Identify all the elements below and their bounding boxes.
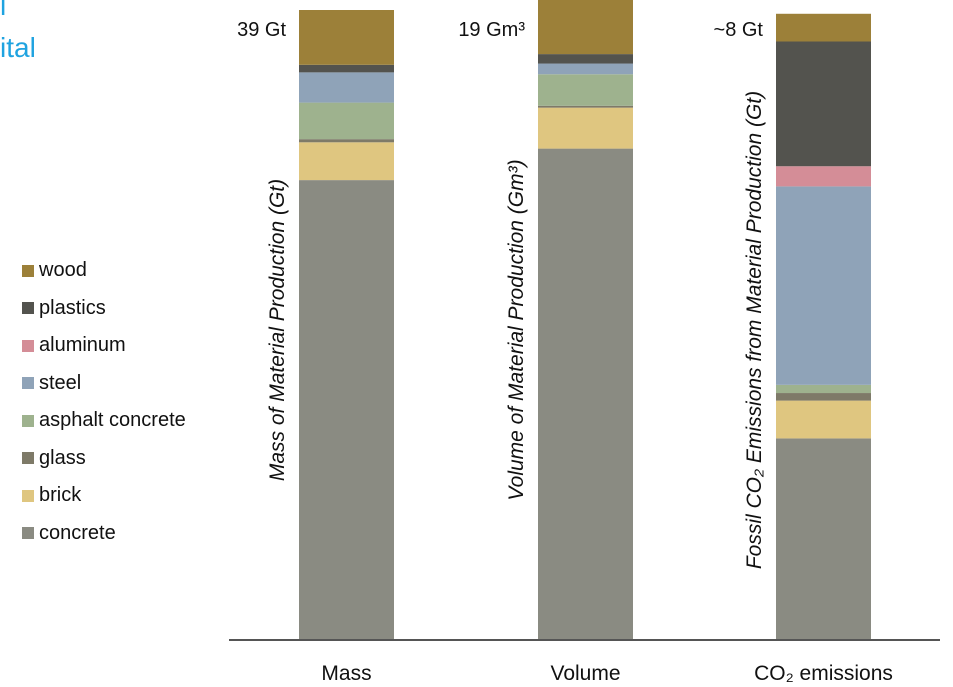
bar-segment-brick-volume xyxy=(538,107,633,149)
legend-item-plastics: plastics xyxy=(22,290,186,328)
bar-segment-aluminum-co-emissions xyxy=(776,166,871,187)
bar-segment-wood-volume xyxy=(538,0,633,55)
bar-segment-concrete-co-emissions xyxy=(776,438,871,640)
cropped-text-line-1: l xyxy=(0,0,7,21)
legend-swatch-wood xyxy=(22,264,34,277)
bar-segment-plastics-co-emissions xyxy=(776,41,871,167)
bar-segment-brick-mass xyxy=(299,142,394,181)
legend-swatch-concrete xyxy=(22,527,34,540)
bar-segment-brick-co-emissions xyxy=(776,400,871,439)
bar-segment-concrete-volume xyxy=(538,148,633,640)
axis-title-co-emissions: Fossil CO₂ Emissions from Material Produ… xyxy=(743,91,766,569)
category-label-volume: Volume xyxy=(550,662,620,685)
legend-item-wood: wood xyxy=(22,252,186,290)
total-label-volume: 19 Gm³ xyxy=(458,19,525,41)
bar-segment-steel-co-emissions xyxy=(776,186,871,385)
legend-swatch-plastics xyxy=(22,302,34,315)
chart-legend: wood plastics aluminum steel asphalt concret… xyxy=(22,252,186,552)
bar-segment-wood-mass xyxy=(299,10,394,65)
bar-segment-glass-volume xyxy=(538,105,633,108)
bar-segment-asphalt-concrete-volume xyxy=(538,74,633,106)
bar-segment-steel-volume xyxy=(538,63,633,75)
bar-segment-asphalt-concrete-co-emissions xyxy=(776,384,871,394)
legend-label-glass: glass xyxy=(39,446,86,469)
legend-swatch-asphalt-concrete xyxy=(22,414,34,427)
legend-swatch-aluminum xyxy=(22,339,34,352)
total-label-co-emissions: ~8 Gt xyxy=(714,19,764,41)
bar-segment-wood-co-emissions xyxy=(776,13,871,42)
category-label-mass: Mass xyxy=(321,662,371,685)
legend-label-wood: wood xyxy=(39,259,87,282)
legend-label-steel: steel xyxy=(39,371,82,394)
legend-label-asphalt-concrete: asphalt concrete xyxy=(39,409,186,432)
legend-item-concrete: concrete xyxy=(22,515,186,553)
legend-item-glass: glass xyxy=(22,440,186,478)
axis-title-volume: Volume of Material Production (Gm³) xyxy=(505,159,528,500)
legend-label-concrete: concrete xyxy=(39,521,116,544)
bar-segment-glass-mass xyxy=(299,139,394,143)
legend-item-brick: brick xyxy=(22,477,186,515)
category-label-co-emissions: CO₂ emissions xyxy=(754,662,893,685)
bar-segment-asphalt-concrete-mass xyxy=(299,102,394,140)
legend-item-aluminum: aluminum xyxy=(22,327,186,365)
legend-label-brick: brick xyxy=(39,484,82,507)
bar-segment-glass-co-emissions xyxy=(776,393,871,401)
legend-swatch-brick xyxy=(22,489,34,502)
bar-segment-plastics-mass xyxy=(299,64,394,73)
legend-label-aluminum: aluminum xyxy=(39,334,126,357)
cropped-text-line-2: ital xyxy=(0,32,36,63)
bar-segment-concrete-mass xyxy=(299,180,394,640)
bar-segment-steel-mass xyxy=(299,72,394,103)
legend-swatch-steel xyxy=(22,377,34,390)
total-label-mass: 39 Gt xyxy=(237,19,286,41)
axis-title-mass: Mass of Material Production (Gt) xyxy=(266,179,289,481)
legend-item-asphalt-concrete: asphalt concrete xyxy=(22,402,186,440)
legend-swatch-glass xyxy=(22,452,34,465)
bar-segment-plastics-volume xyxy=(538,54,633,64)
legend-item-steel: steel xyxy=(22,365,186,403)
legend-label-plastics: plastics xyxy=(39,296,106,319)
